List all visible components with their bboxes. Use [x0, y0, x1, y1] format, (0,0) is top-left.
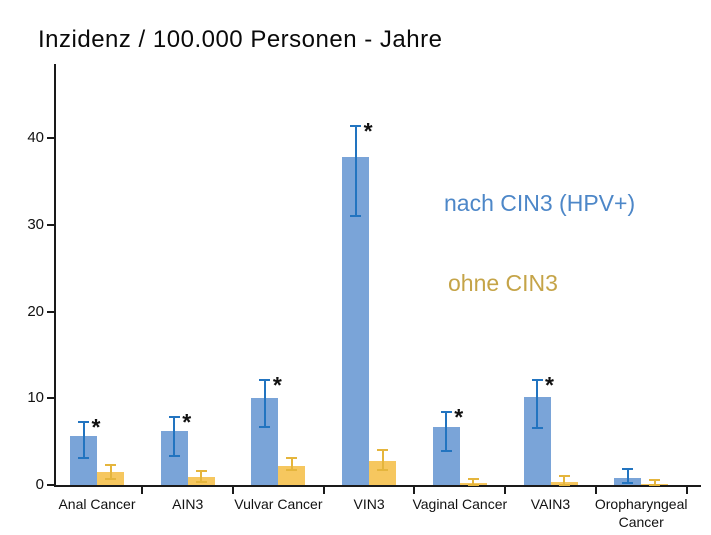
- error-bar: [173, 416, 176, 457]
- x-category-label: Oropharyngeal Cancer: [594, 496, 688, 531]
- error-bar: [109, 465, 112, 479]
- significance-asterisk: *: [91, 413, 101, 440]
- x-category-label: Vaginal Cancer: [412, 496, 508, 512]
- significance-asterisk: *: [363, 118, 373, 145]
- error-bar: [354, 126, 357, 217]
- error-bar-cap-bottom: [558, 484, 570, 486]
- legend-label-ohne-cin3: ohne CIN3: [448, 270, 558, 296]
- x-tick: [322, 487, 325, 494]
- y-tick-label: 30: [27, 215, 44, 233]
- error-bar-cap-top: [531, 379, 543, 382]
- error-bar-cap-bottom: [531, 426, 543, 429]
- significance-asterisk: *: [454, 404, 464, 431]
- error-bar: [290, 458, 293, 471]
- error-bar-cap-top: [350, 125, 362, 128]
- error-bar-cap-top: [467, 478, 479, 481]
- error-bar: [536, 380, 538, 428]
- y-axis: [54, 64, 56, 487]
- x-tick: [232, 487, 235, 494]
- error-bar-cap-top: [440, 411, 452, 414]
- error-bar-cap-bottom: [622, 482, 634, 485]
- x-category-label: VAIN3: [530, 496, 571, 512]
- error-bar-cap-top: [377, 449, 389, 452]
- error-bar-cap-bottom: [440, 450, 452, 453]
- error-bar: [472, 479, 475, 485]
- error-bar: [563, 476, 565, 485]
- error-bar-cap-bottom: [649, 484, 661, 486]
- error-bar-cap-top: [558, 475, 570, 478]
- chart-title: Inzidenz / 100.000 Personen - Jahre: [38, 26, 443, 53]
- significance-asterisk: *: [272, 372, 282, 399]
- y-tick-label: 10: [27, 389, 44, 407]
- x-category-label: AIN3: [172, 496, 204, 512]
- error-bar-cap-bottom: [259, 425, 271, 428]
- error-bar-cap-top: [168, 415, 180, 418]
- error-bar-cap-bottom: [78, 457, 89, 460]
- x-tick: [141, 487, 144, 494]
- significance-asterisk: *: [182, 408, 192, 435]
- error-bar: [263, 380, 266, 427]
- error-bar-cap-top: [259, 379, 271, 382]
- legend-label-nach-cin3: nach CIN3 (HPV+): [444, 190, 636, 216]
- y-tick: [47, 223, 55, 226]
- error-bar-cap-top: [78, 420, 89, 423]
- y-tick: [47, 137, 55, 140]
- error-bar-cap-top: [649, 478, 661, 481]
- y-tick-label: 0: [35, 476, 44, 493]
- error-bar-cap-top: [286, 457, 298, 460]
- error-bar-cap-bottom: [195, 481, 207, 484]
- error-bar: [82, 421, 85, 459]
- x-axis: [54, 485, 701, 487]
- x-category-label: Anal Cancer: [58, 496, 136, 512]
- y-tick: [47, 310, 55, 313]
- error-bar: [626, 469, 629, 484]
- error-bar-cap-top: [195, 470, 207, 473]
- error-bar-cap-bottom: [350, 215, 362, 218]
- y-tick-label: 20: [27, 302, 44, 320]
- x-tick: [413, 487, 416, 494]
- error-bar-cap-bottom: [467, 484, 479, 486]
- error-bar-cap-bottom: [105, 477, 116, 480]
- y-tick-label: 40: [27, 129, 44, 147]
- error-bar: [200, 471, 203, 483]
- error-bar-cap-bottom: [168, 455, 180, 458]
- error-bar-cap-bottom: [286, 469, 298, 472]
- significance-asterisk: *: [545, 372, 554, 399]
- error-bar-cap-top: [622, 468, 634, 471]
- x-category-label: VIN3: [353, 496, 385, 512]
- x-tick: [504, 487, 507, 494]
- error-bar: [445, 412, 448, 452]
- error-bar: [653, 479, 656, 485]
- error-bar-cap-bottom: [377, 469, 389, 472]
- x-category-label: Vulvar Cancer: [234, 496, 323, 512]
- bar-ohne-cin3: [278, 465, 306, 485]
- x-tick: [685, 487, 688, 494]
- error-bar: [381, 450, 384, 471]
- x-tick: [594, 487, 597, 494]
- error-bar-cap-top: [105, 464, 116, 467]
- y-tick: [47, 397, 55, 400]
- y-tick: [47, 484, 55, 486]
